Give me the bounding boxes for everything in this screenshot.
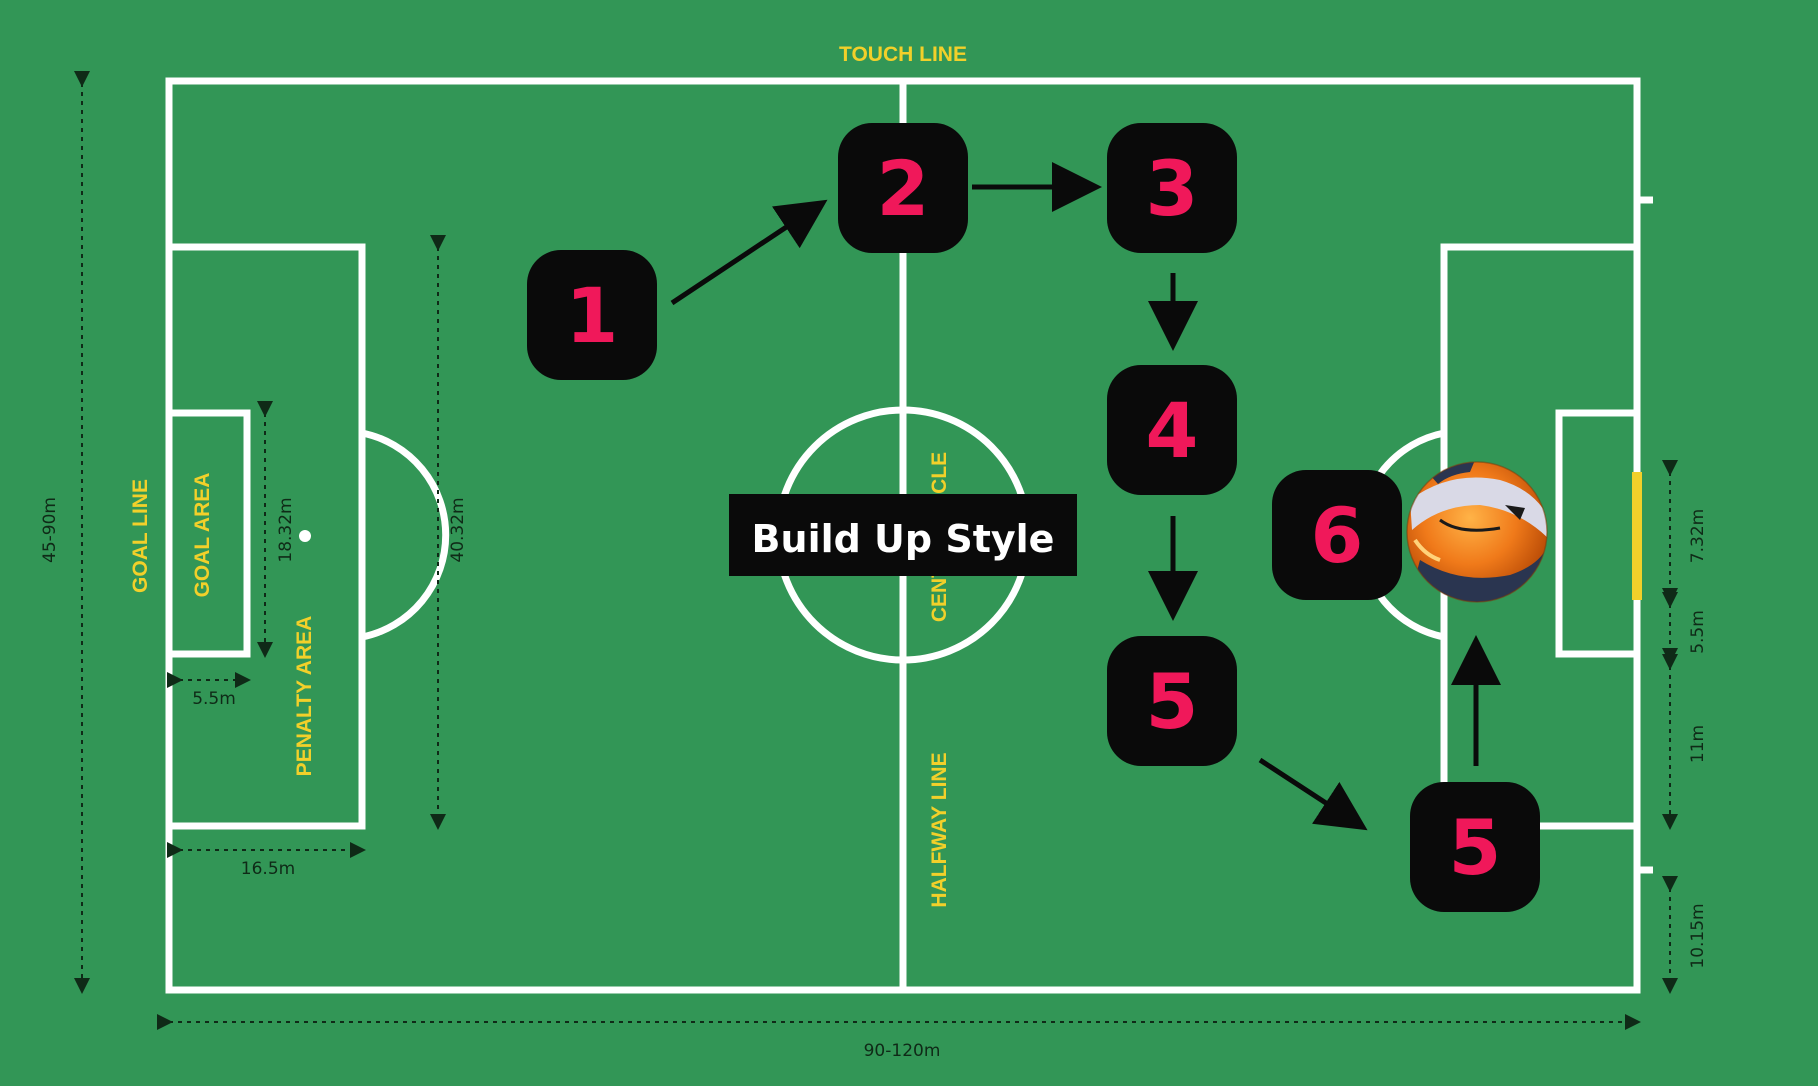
step-number: 3	[1146, 144, 1199, 233]
left-penalty-arc	[361, 429, 450, 641]
title-banner-text: Build Up Style	[752, 517, 1055, 561]
goal-line-label: GOAL LINE	[129, 479, 152, 593]
step-number: 4	[1146, 386, 1199, 475]
area-to-corner-label: 10.15m	[1688, 903, 1708, 968]
step-number: 1	[566, 271, 619, 360]
step-box-1: 1	[527, 250, 657, 380]
step-number: 5	[1449, 803, 1502, 892]
halfway-line-label: HALFWAY LINE	[928, 752, 951, 907]
pitch-length-label: 90-120m	[864, 1041, 941, 1061]
step-number: 5	[1146, 657, 1199, 746]
step-box-2: 2	[838, 123, 968, 253]
goal-area-depth-label: 5.5m	[192, 689, 236, 709]
penalty-spot-distance-label: 11m	[1688, 725, 1708, 763]
right-goal-area	[1555, 409, 1641, 658]
soccer-ball-icon	[1406, 461, 1548, 603]
penalty-area-label: PENALTY AREA	[293, 616, 316, 777]
step-number: 6	[1311, 491, 1364, 580]
left-goal-area	[165, 409, 251, 658]
penalty-area-width-label: 40.32m	[448, 497, 468, 562]
step-box-5b: 5	[1410, 782, 1540, 912]
goal-area-width-label: 18.32m	[276, 497, 296, 562]
arrow-1-to-2	[670, 199, 828, 306]
step-box-6: 6	[1272, 470, 1402, 600]
step-number: 2	[877, 144, 930, 233]
dimension-lines	[74, 71, 1678, 1030]
pitch-width-label: 45-90m	[40, 497, 60, 563]
touch-line-label: TOUCH LINE	[839, 43, 967, 66]
goal-area-offset-label: 5.5m	[1688, 610, 1708, 654]
goal-area-label: GOAL AREA	[191, 473, 214, 598]
penalty-spot	[299, 530, 311, 542]
arrow-5-to-5	[1258, 757, 1368, 831]
flow-arrows	[670, 162, 1501, 831]
goal-mouth	[1632, 472, 1642, 600]
penalty-area-depth-label: 16.5m	[241, 859, 295, 879]
step-box-5a: 5	[1107, 636, 1237, 766]
step-box-4: 4	[1107, 365, 1237, 495]
title-banner	[729, 494, 1077, 576]
goal-width-label: 7.32m	[1688, 509, 1708, 563]
step-box-3: 3	[1107, 123, 1237, 253]
